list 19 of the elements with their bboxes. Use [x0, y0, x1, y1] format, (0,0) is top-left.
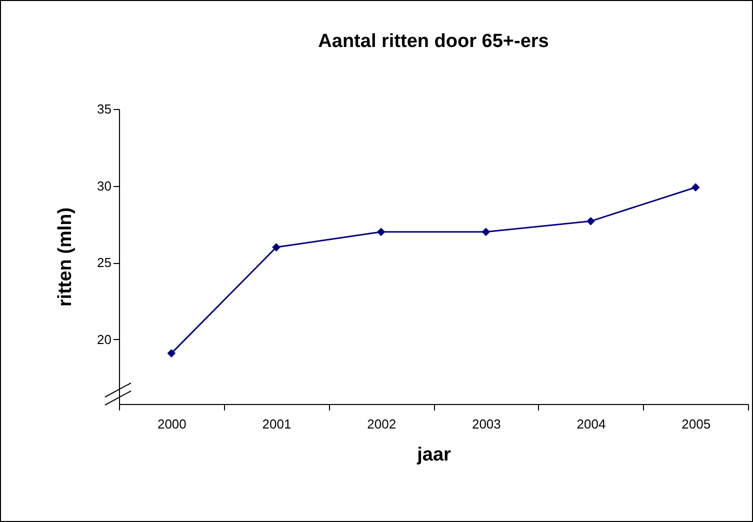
- x-axis-title: jaar: [416, 444, 452, 466]
- y-tick-label: 25: [97, 255, 112, 270]
- point: [376, 228, 386, 236]
- point: [691, 183, 700, 192]
- y-tick-label: 35: [97, 102, 112, 116]
- point: [167, 349, 176, 358]
- x-tick-label: 2001: [262, 416, 292, 432]
- chart-title: Aantal ritten door 65+-ers: [318, 31, 549, 52]
- y-axis-title: ritten (mln): [55, 207, 76, 307]
- x-tick-label: 2005: [682, 416, 711, 432]
- y-tick-label: 20: [97, 332, 112, 347]
- x-tick-label: 2004: [576, 416, 606, 432]
- point: [272, 243, 280, 252]
- y-tick-label: 30: [97, 178, 112, 194]
- x-tick-label: 2003: [472, 416, 501, 432]
- x-tick-label: 2000: [157, 416, 186, 432]
- point: [482, 228, 490, 236]
- point: [586, 216, 595, 226]
- x-tick-label: 2002: [367, 416, 396, 432]
